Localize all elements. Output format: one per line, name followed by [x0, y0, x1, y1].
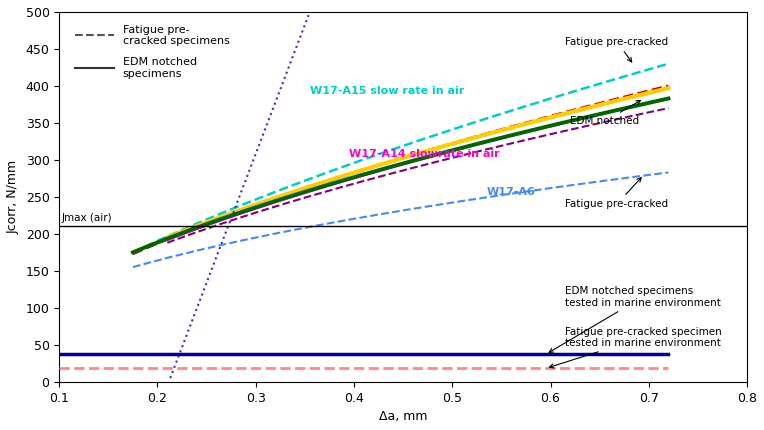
Text: W17-A15 slow rate in air: W17-A15 slow rate in air	[309, 86, 464, 96]
Text: EDM notched: EDM notched	[570, 101, 640, 126]
Text: Fatigue pre-cracked specimen
tested in marine environment: Fatigue pre-cracked specimen tested in m…	[549, 327, 722, 368]
Legend: Fatigue pre-
cracked specimens, EDM notched
specimens: Fatigue pre- cracked specimens, EDM notc…	[72, 21, 233, 82]
Text: Jmax (air): Jmax (air)	[61, 213, 112, 224]
Text: W17-A14 slowrate in air: W17-A14 slowrate in air	[349, 149, 500, 159]
Text: W17-A6: W17-A6	[487, 187, 536, 197]
Y-axis label: Jcorr, N/mm: Jcorr, N/mm	[7, 160, 20, 234]
Text: Fatigue pre-cracked: Fatigue pre-cracked	[565, 37, 668, 62]
Text: EDM notched specimens
tested in marine environment: EDM notched specimens tested in marine e…	[549, 286, 721, 352]
X-axis label: Δa, mm: Δa, mm	[379, 410, 427, 423]
Text: Fatigue pre-cracked: Fatigue pre-cracked	[565, 178, 668, 209]
